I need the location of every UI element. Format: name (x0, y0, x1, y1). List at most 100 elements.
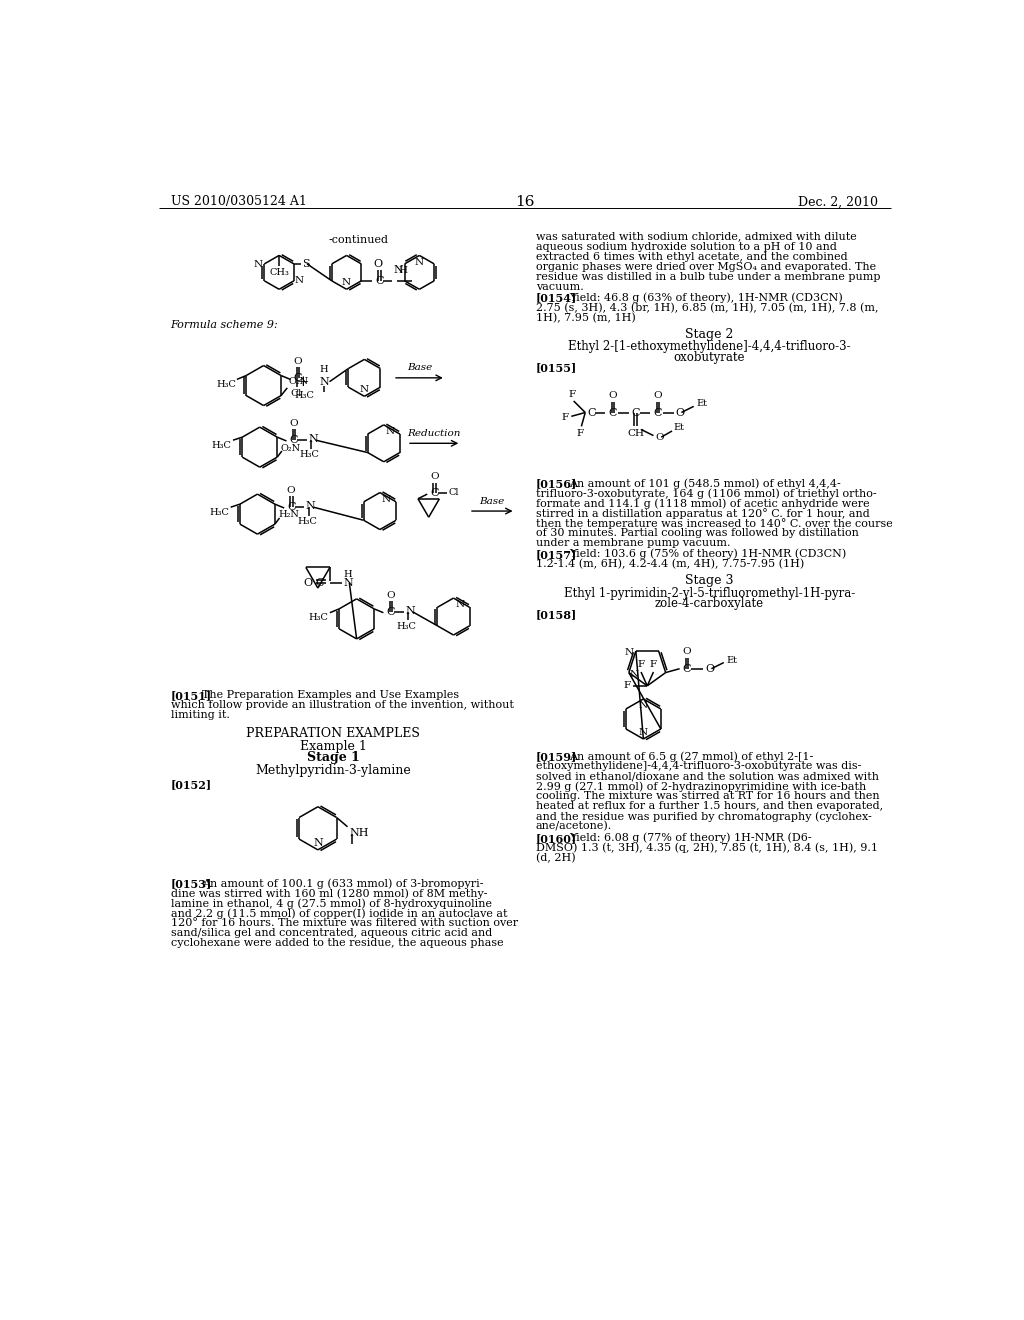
Text: Cl: Cl (449, 488, 460, 498)
Text: H₃C: H₃C (300, 450, 319, 459)
Text: of 30 minutes. Partial cooling was followed by distillation: of 30 minutes. Partial cooling was follo… (536, 528, 858, 539)
Text: F: F (577, 429, 584, 438)
Text: and 2.2 g (11.5 mmol) of copper(I) iodide in an autoclave at: and 2.2 g (11.5 mmol) of copper(I) iodid… (171, 908, 507, 919)
Text: -continued: -continued (328, 235, 388, 246)
Text: An amount of 101 g (548.5 mmol) of ethyl 4,4,4-: An amount of 101 g (548.5 mmol) of ethyl… (569, 478, 841, 488)
Text: The Preparation Examples and Use Examples: The Preparation Examples and Use Example… (202, 689, 459, 700)
Text: [0160]: [0160] (536, 833, 577, 843)
Text: [0151]: [0151] (171, 689, 212, 701)
Text: H₃C: H₃C (209, 508, 229, 517)
Text: N: N (254, 260, 263, 269)
Text: Base: Base (479, 496, 505, 506)
Text: F: F (638, 660, 645, 669)
Text: Stage 1: Stage 1 (307, 751, 359, 764)
Text: C: C (315, 578, 324, 587)
Text: CH₃: CH₃ (269, 268, 289, 277)
Text: F: F (623, 681, 630, 690)
Text: N: N (415, 257, 424, 267)
Text: O: O (655, 433, 664, 442)
Text: under a membrane pump vacuum.: under a membrane pump vacuum. (536, 539, 730, 548)
Text: [0153]: [0153] (171, 878, 212, 890)
Text: Et: Et (696, 399, 708, 408)
Text: N: N (306, 502, 315, 511)
Text: 1H), 7.95 (m, 1H): 1H), 7.95 (m, 1H) (536, 313, 636, 323)
Text: O₂N: O₂N (281, 444, 300, 453)
Text: C: C (631, 408, 639, 417)
Text: H: H (319, 366, 329, 374)
Text: 2.75 (s, 3H), 4.3 (br, 1H), 6.85 (m, 1H), 7.05 (m, 1H), 7.8 (m,: 2.75 (s, 3H), 4.3 (br, 1H), 6.85 (m, 1H)… (536, 302, 879, 313)
Text: oxobutyrate: oxobutyrate (674, 351, 745, 364)
Text: O₂N: O₂N (288, 378, 308, 387)
Text: O: O (706, 664, 715, 673)
Text: was saturated with sodium chloride, admixed with dilute: was saturated with sodium chloride, admi… (536, 231, 856, 242)
Text: [0159]: [0159] (536, 751, 577, 763)
Text: heated at reflux for a further 1.5 hours, and then evaporated,: heated at reflux for a further 1.5 hours… (536, 801, 883, 812)
Text: N: N (343, 578, 353, 587)
Text: Et: Et (726, 656, 737, 665)
Text: H₃C: H₃C (298, 517, 317, 527)
Text: H₃C: H₃C (396, 622, 417, 631)
Text: cooling. The mixture was stirred at RT for 16 hours and then: cooling. The mixture was stirred at RT f… (536, 792, 880, 801)
Text: N: N (455, 601, 464, 610)
Text: F: F (561, 413, 568, 422)
Text: residue was distilled in a bulb tube under a membrane pump: residue was distilled in a bulb tube und… (536, 272, 881, 281)
Text: dine was stirred with 160 ml (1280 mmol) of 8M methy-: dine was stirred with 160 ml (1280 mmol)… (171, 888, 487, 899)
Text: C: C (588, 408, 596, 417)
Text: N: N (319, 376, 329, 387)
Text: organic phases were dried over MgSO₄ and evaporated. The: organic phases were dried over MgSO₄ and… (536, 261, 876, 272)
Text: Yield: 6.08 g (77% of theory) 1H-NMR (D6-: Yield: 6.08 g (77% of theory) 1H-NMR (D6… (569, 833, 812, 843)
Text: C: C (653, 408, 662, 417)
Text: Base: Base (407, 363, 432, 372)
Text: N: N (308, 434, 317, 445)
Text: S: S (302, 259, 309, 269)
Text: N: N (625, 648, 634, 657)
Text: vacuum.: vacuum. (536, 281, 584, 292)
Text: C: C (288, 502, 296, 512)
Text: which follow provide an illustration of the invention, without: which follow provide an illustration of … (171, 700, 513, 710)
Text: solved in ethanol/dioxane and the solution was admixed with: solved in ethanol/dioxane and the soluti… (536, 771, 879, 781)
Text: O: O (374, 259, 383, 268)
Text: sand/silica gel and concentrated, aqueous citric acid and: sand/silica gel and concentrated, aqueou… (171, 928, 492, 939)
Text: O: O (682, 647, 691, 656)
Text: N: N (630, 669, 639, 678)
Text: O: O (293, 356, 302, 366)
Text: Formula scheme 9:: Formula scheme 9: (171, 321, 279, 330)
Text: O: O (287, 486, 296, 495)
Text: stirred in a distillation apparatus at 120° C. for 1 hour, and: stirred in a distillation apparatus at 1… (536, 508, 869, 519)
Text: An amount of 6.5 g (27 mmol) of ethyl 2-[1-: An amount of 6.5 g (27 mmol) of ethyl 2-… (569, 751, 813, 762)
Text: N: N (342, 279, 351, 286)
Text: F: F (568, 391, 575, 400)
Text: ane/acetone).: ane/acetone). (536, 821, 612, 832)
Text: limiting it.: limiting it. (171, 710, 229, 719)
Text: C: C (683, 664, 691, 673)
Text: +: + (296, 375, 309, 388)
Text: [0158]: [0158] (536, 609, 577, 620)
Text: Et: Et (674, 424, 685, 433)
Text: H₃C: H₃C (295, 391, 314, 400)
Text: Methylpyridin-3-ylamine: Methylpyridin-3-ylamine (256, 764, 412, 777)
Text: O: O (608, 391, 616, 400)
Text: C: C (294, 372, 302, 383)
Text: extracted 6 times with ethyl acetate, and the combined: extracted 6 times with ethyl acetate, an… (536, 252, 847, 261)
Text: O: O (386, 590, 394, 599)
Text: Yield: 103.6 g (75% of theory) 1H-NMR (CD3CN): Yield: 103.6 g (75% of theory) 1H-NMR (C… (569, 549, 846, 560)
Text: Dec. 2, 2010: Dec. 2, 2010 (798, 195, 879, 209)
Text: lamine in ethanol, 4 g (27.5 mmol) of 8-hydroxyquinoline: lamine in ethanol, 4 g (27.5 mmol) of 8-… (171, 899, 492, 909)
Text: 2.99 g (27.1 mmol) of 2-hydrazinopyrimidine with ice-bath: 2.99 g (27.1 mmol) of 2-hydrazinopyrimid… (536, 781, 866, 792)
Text: C: C (290, 436, 298, 445)
Text: C: C (386, 607, 395, 616)
Text: zole-4-carboxylate: zole-4-carboxylate (654, 598, 764, 610)
Text: Reduction: Reduction (408, 429, 461, 438)
Text: [0154]: [0154] (536, 293, 577, 304)
Text: (d, 2H): (d, 2H) (536, 853, 575, 863)
Text: O: O (653, 391, 662, 400)
Text: CH: CH (627, 429, 644, 438)
Text: N: N (295, 276, 304, 285)
Text: then the temperature was increased to 140° C. over the course: then the temperature was increased to 14… (536, 517, 892, 529)
Text: aqueous sodium hydroxide solution to a pH of 10 and: aqueous sodium hydroxide solution to a p… (536, 242, 837, 252)
Text: H: H (398, 267, 408, 276)
Text: Ethyl 2-[1-ethoxymethylidene]-4,4,4-trifluoro-3-: Ethyl 2-[1-ethoxymethylidene]-4,4,4-trif… (568, 341, 851, 354)
Text: H₃C: H₃C (212, 441, 231, 450)
Text: Stage 2: Stage 2 (685, 327, 733, 341)
Text: O: O (304, 578, 313, 587)
